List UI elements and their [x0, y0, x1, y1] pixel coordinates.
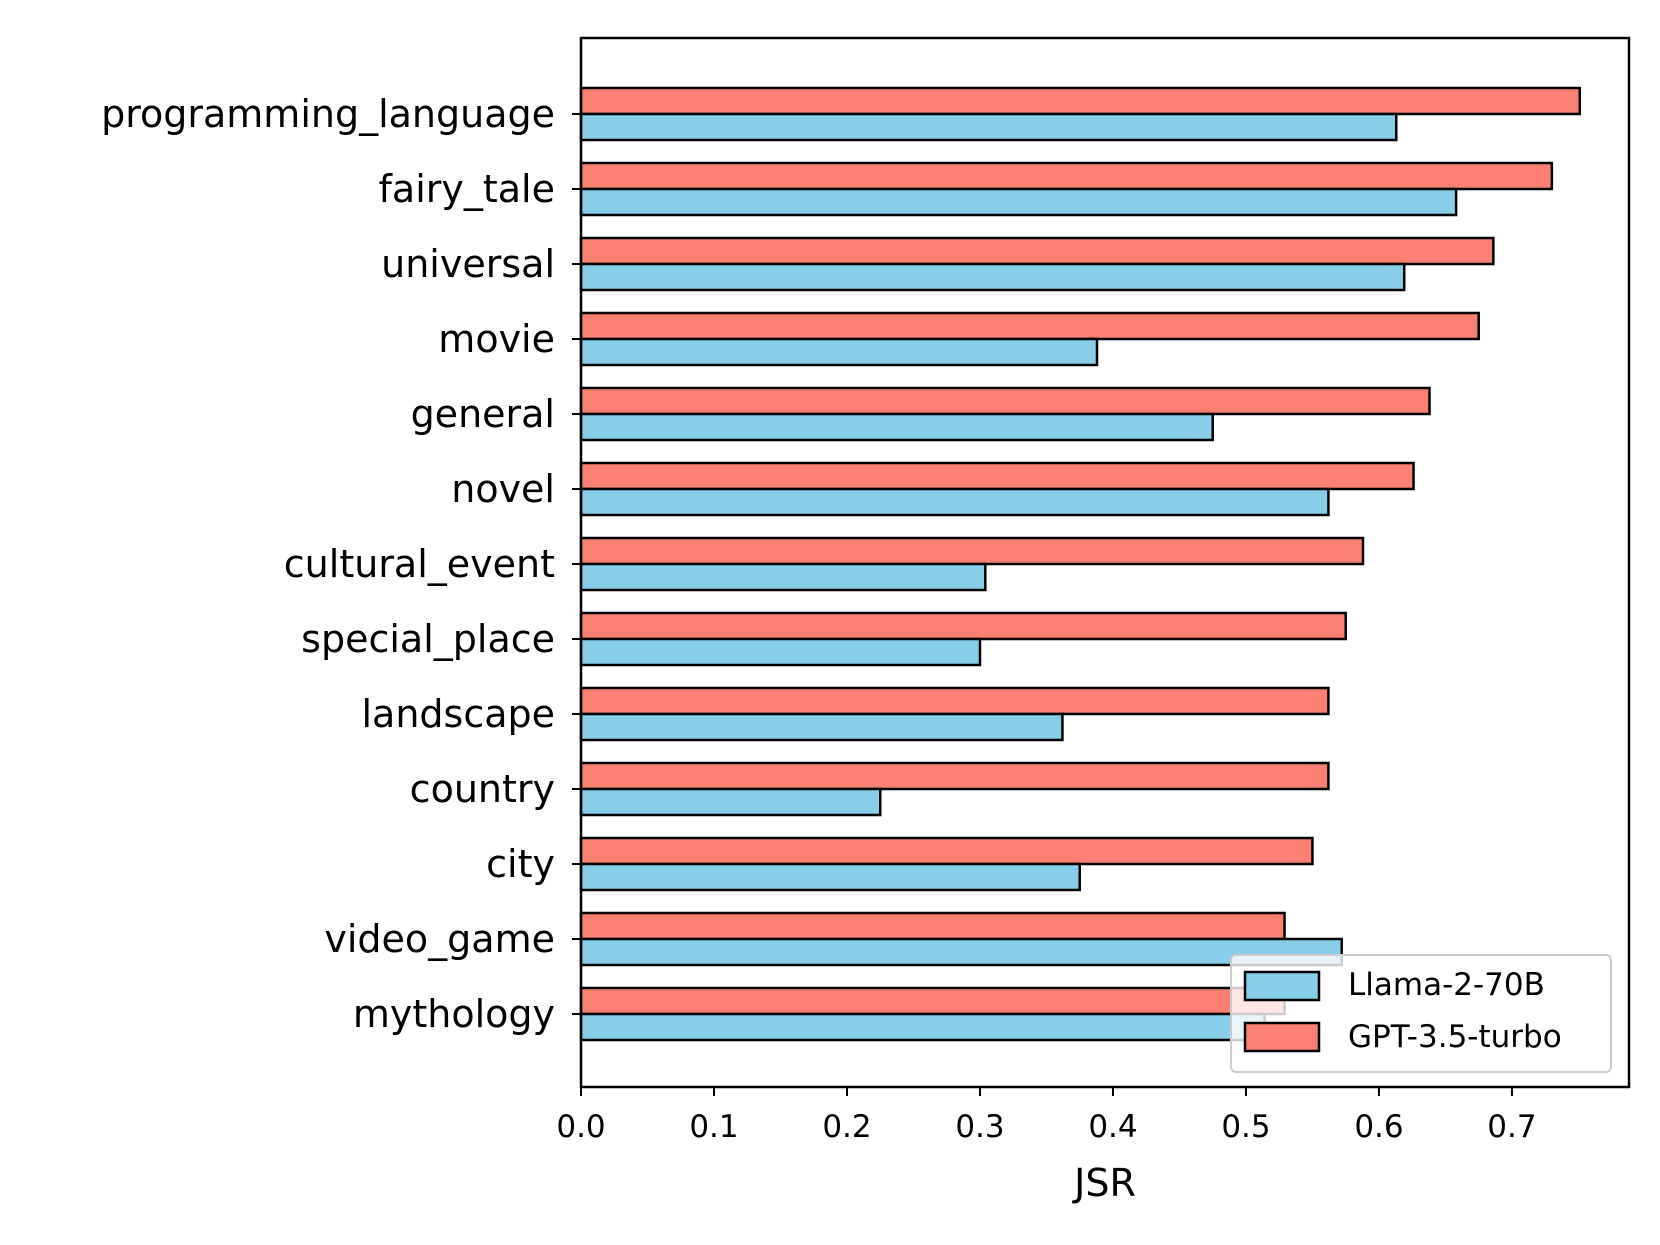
- y-tick-label: programming_language: [101, 92, 555, 136]
- y-tick-label: video_game: [324, 917, 555, 961]
- legend: Llama-2-70B GPT-3.5-turbo: [1230, 954, 1612, 1073]
- x-tick-label: 0.1: [689, 1109, 738, 1145]
- y-tick-label: movie: [438, 317, 555, 361]
- y-tick-label: novel: [451, 467, 555, 511]
- y-tick-label: universal: [381, 242, 555, 286]
- bar-llama-special_place: [579, 637, 982, 667]
- x-tick-label: 0.0: [556, 1109, 605, 1145]
- y-tick-label: general: [411, 392, 555, 436]
- bar-llama-country: [579, 787, 882, 817]
- y-tick-label: special_place: [301, 617, 555, 661]
- bar-llama-video_game: [579, 937, 1343, 967]
- x-tick-label: 0.3: [955, 1109, 1004, 1145]
- legend-label-llama: Llama-2-70B: [1348, 967, 1545, 1003]
- y-tick-label: country: [410, 767, 555, 811]
- x-tick-label: 0.7: [1487, 1109, 1536, 1145]
- x-axis-label: JSR: [1072, 1161, 1136, 1205]
- bar-gpt-landscape: [579, 686, 1330, 716]
- bar-gpt-novel: [579, 461, 1415, 491]
- x-tick-label: 0.2: [822, 1109, 871, 1145]
- legend-frame: [1230, 954, 1612, 1073]
- bar-gpt-movie: [579, 311, 1480, 341]
- bar-llama-general: [579, 412, 1214, 442]
- bar-gpt-general: [579, 386, 1431, 416]
- y-tick-label: landscape: [361, 692, 555, 736]
- bar-gpt-universal: [579, 236, 1495, 266]
- bar-gpt-fairy_tale: [579, 161, 1554, 191]
- bar-llama-cultural_event: [579, 562, 987, 592]
- legend-swatch-llama: [1243, 970, 1321, 1002]
- y-tick-label: city: [486, 842, 555, 886]
- bar-llama-fairy_tale: [579, 187, 1458, 217]
- plot-frame: [579, 36, 1631, 1089]
- bars-layer: [579, 86, 1582, 1042]
- x-tick-label: 0.6: [1354, 1109, 1403, 1145]
- y-tick-label: fairy_tale: [379, 167, 555, 211]
- bar-gpt-country: [579, 761, 1330, 791]
- bar-gpt-special_place: [579, 611, 1347, 641]
- bar-llama-city: [579, 862, 1081, 892]
- y-tick-label: cultural_event: [284, 542, 555, 586]
- bar-llama-universal: [579, 262, 1406, 292]
- y-axis: programming_language fairy_tale universal m…: [101, 92, 581, 1036]
- x-tick-label: 0.4: [1088, 1109, 1137, 1145]
- legend-label-gpt: GPT-3.5-turbo: [1348, 1019, 1562, 1055]
- y-tick-label: mythology: [353, 992, 555, 1036]
- x-tick-label: 0.5: [1221, 1109, 1270, 1145]
- legend-swatch-gpt: [1243, 1021, 1321, 1053]
- bar-gpt-video_game: [579, 911, 1286, 941]
- bar-gpt-city: [579, 836, 1314, 866]
- bar-llama-programming_language: [579, 112, 1398, 142]
- bar-llama-mythology: [579, 1012, 1266, 1042]
- bar-llama-movie: [579, 337, 1099, 367]
- x-axis: 0.0 0.1 0.2 0.3 0.4 0.5 0.6 0.7: [556, 1087, 1537, 1145]
- bar-gpt-mythology: [579, 986, 1286, 1016]
- bar-llama-landscape: [579, 712, 1064, 742]
- bar-gpt-cultural_event: [579, 536, 1365, 566]
- bar-gpt-programming_language: [579, 86, 1582, 116]
- bar-llama-novel: [579, 487, 1330, 517]
